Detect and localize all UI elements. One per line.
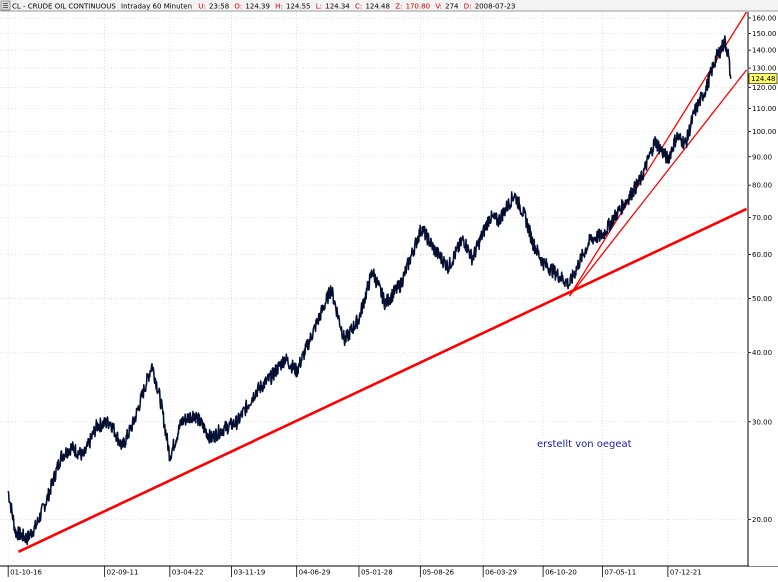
price-line-detail <box>7 35 731 545</box>
readout-u-key: U: <box>198 3 205 11</box>
y-tick-label: 110.00 <box>752 105 777 113</box>
readout-h-value: 124.55 <box>286 3 311 11</box>
annotation-layer: erstellt von oegeat <box>537 439 632 450</box>
last-price-label: 124.48 <box>751 75 776 83</box>
x-tick-label: 05-08-26 <box>422 569 454 577</box>
readout-v-value: 274 <box>445 3 459 11</box>
settings-icon[interactable] <box>0 0 11 11</box>
x-tick-label: 03-04-22 <box>172 569 204 577</box>
y-tick-label: 30.00 <box>752 418 772 426</box>
header-bar <box>0 0 778 11</box>
last-price-box <box>748 73 778 84</box>
x-tick-label: 06-10-20 <box>545 569 577 577</box>
readout-h-key: H: <box>275 3 283 11</box>
readout-o-key: O: <box>234 3 242 11</box>
header-symbol: CL <box>12 3 21 11</box>
readout-c-value: 124.48 <box>365 3 390 11</box>
trendline-layer <box>17 11 748 553</box>
readout-u-value: 23:58 <box>209 3 229 11</box>
trendline[interactable] <box>17 207 748 553</box>
header-interval: Intraday 60 Minuten <box>121 3 192 11</box>
readout-l-key: L: <box>316 3 322 11</box>
x-tick-label: 01-10-16 <box>10 569 42 577</box>
y-tick-label: 120.00 <box>752 84 777 92</box>
x-tick-label: 05-01-28 <box>361 569 393 577</box>
readout-d-key: D: <box>464 3 472 11</box>
grid-layer <box>0 12 748 566</box>
annotation-text: erstellt von oegeat <box>537 439 632 450</box>
y-tick-label: 80.00 <box>752 182 772 190</box>
readout-z-value: 170.80 <box>406 3 431 11</box>
y-tick-label: 90.00 <box>752 153 772 161</box>
series-layer <box>7 35 732 546</box>
y-tick-label: 130.00 <box>752 65 777 73</box>
x-tick-label: 07-12-21 <box>670 569 702 577</box>
y-axis-strip <box>749 12 778 566</box>
x-tick-label: 02-09-11 <box>107 569 139 577</box>
plot-area <box>0 12 748 566</box>
x-tick-label: 04-06-29 <box>299 569 331 577</box>
readout-o-value: 124.39 <box>245 3 270 11</box>
x-tick-label: 03-11-19 <box>234 569 266 577</box>
readout-l-value: 124.34 <box>325 3 350 11</box>
x-axis: 01-10-16 02-09-11 03-04-22 03-11-19 04-06-29… <box>7 566 702 577</box>
trendline[interactable] <box>568 11 748 297</box>
readout-v-key: V: <box>435 3 442 11</box>
y-tick-label: 40.00 <box>752 349 772 357</box>
y-tick-label: 140.00 <box>752 47 777 55</box>
y-tick-label: 70.00 <box>752 214 772 222</box>
y-tick-label: 60.00 <box>752 251 772 259</box>
y-axis: 20.00 30.00 40.00 50.00 60.00 70.00 80.00 90.00… <box>748 14 778 524</box>
header-name: - CRUDE OIL CONTINUOUS <box>23 3 116 11</box>
x-tick-label: 07-05-11 <box>604 569 636 577</box>
y-tick-label: 50.00 <box>752 295 772 303</box>
readout-c-key: C: <box>355 3 362 11</box>
y-tick-label: 160.00 <box>752 14 777 22</box>
y-tick-label: 150.00 <box>752 30 777 38</box>
header-info: CL - CRUDE OIL CONTINUOUS Intraday 60 Mi… <box>12 3 515 11</box>
x-tick-label: 06-03-29 <box>485 569 517 577</box>
y-tick-label: 20.00 <box>752 516 772 524</box>
readout-d-value: 2008-07-23 <box>475 3 516 11</box>
x-axis-strip <box>0 567 778 578</box>
readout-z-key: Z: <box>395 3 402 11</box>
y-tick-label: 100.00 <box>752 128 777 136</box>
trendline[interactable] <box>568 69 748 297</box>
